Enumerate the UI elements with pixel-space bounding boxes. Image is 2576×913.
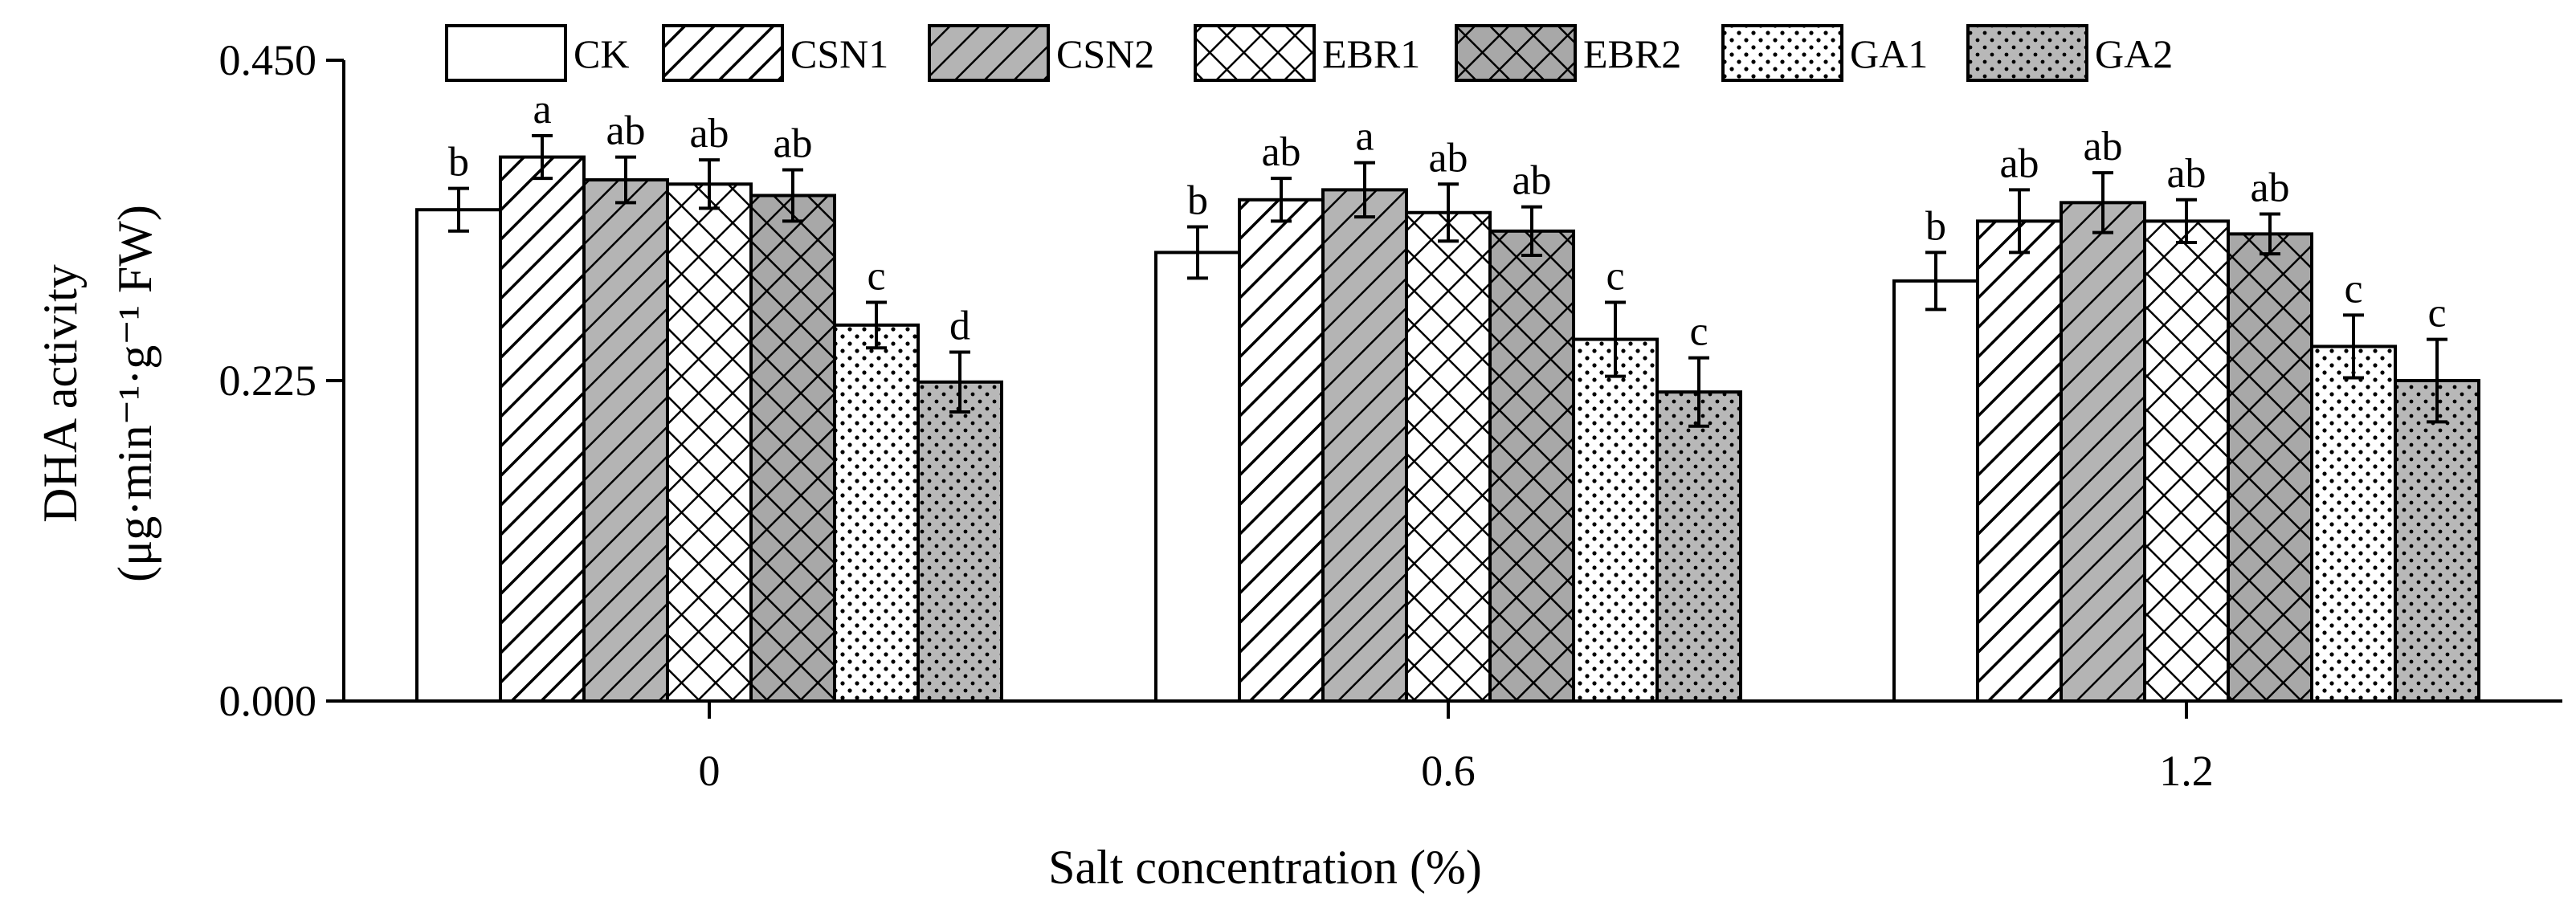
- significance-label: c: [1689, 309, 1708, 355]
- bar-ebr1-0: [666, 182, 753, 703]
- significance-label: b: [1925, 203, 1946, 249]
- bar-ga2-0: [917, 380, 1003, 703]
- bar-ga1-1.2: [2310, 344, 2397, 703]
- significance-label: ab: [1512, 158, 1551, 204]
- x-tick-label: 0.6: [1421, 747, 1476, 795]
- legend-label-csn2: CSN2: [1056, 31, 1154, 76]
- y-axis-title: DHA activity: [34, 264, 87, 523]
- significance-label: b: [448, 140, 469, 185]
- x-tick-label: 0: [699, 747, 721, 795]
- y-tick-label: 0.225: [219, 357, 317, 405]
- significance-label: c: [2344, 266, 2362, 312]
- bar-ebr1-1.2: [2143, 219, 2230, 703]
- significance-label: ab: [773, 121, 812, 167]
- legend-label-ga2: GA2: [2095, 31, 2173, 76]
- significance-label: ab: [689, 111, 729, 157]
- bar-ck-1.2: [1892, 279, 1979, 703]
- bar-csn1-1.2: [1976, 219, 2063, 703]
- y-tick-label: 0.450: [219, 36, 317, 84]
- bar-ebr1-0.6: [1405, 210, 1492, 703]
- bar-csn2-0.6: [1321, 188, 1408, 703]
- bar-csn1-0.6: [1238, 198, 1325, 703]
- significance-label: d: [949, 304, 970, 349]
- bar-csn2-1.2: [2060, 201, 2146, 703]
- significance-label: a: [533, 87, 551, 132]
- legend-label-ck: CK: [574, 31, 629, 76]
- significance-label: ab: [606, 108, 645, 154]
- legend-swatch-ck: [445, 24, 567, 82]
- significance-label: a: [1355, 114, 1374, 160]
- significance-label: ab: [2083, 124, 2122, 169]
- y-tick-label: 0.000: [219, 677, 317, 725]
- legend-label-ga1: GA1: [1850, 31, 1928, 76]
- significance-label: ab: [2250, 165, 2289, 211]
- significance-label: ab: [1261, 129, 1300, 175]
- bar-ga2-1.2: [2394, 379, 2480, 703]
- legend-label-ebr2: EBR2: [1583, 31, 1681, 76]
- significance-label: c: [867, 253, 885, 299]
- significance-label: ab: [2166, 151, 2206, 197]
- bar-ebr2-0: [749, 194, 836, 703]
- legend-swatch-ga2: [1966, 24, 2088, 82]
- bar-ck-0.6: [1154, 251, 1241, 703]
- x-axis-title: Salt concentration (%): [1048, 841, 1482, 894]
- bar-ga2-0.6: [1655, 390, 1742, 703]
- legend-label-ebr1: EBR1: [1322, 31, 1420, 76]
- bar-ck-0: [415, 208, 502, 703]
- x-ticks: 0 0.6 1.2: [699, 701, 2214, 795]
- bar-csn1-0: [499, 155, 586, 703]
- y-ticks: 0.000 0.225 0.450: [219, 36, 344, 725]
- legend-label-csn1: CSN1: [790, 31, 888, 76]
- bar-csn2-0: [582, 177, 669, 703]
- significance-label: c: [2427, 291, 2446, 336]
- bar-ebr2-0.6: [1488, 229, 1575, 703]
- legend: CK CSN1 CSN2 EBR1 EBR2 GA1 GA2: [445, 24, 2173, 82]
- x-tick-label: 1.2: [2159, 747, 2214, 795]
- bar-ga1-0: [833, 323, 920, 703]
- legend-swatch-ebr2: [1455, 24, 1577, 82]
- bar-ga1-0.6: [1572, 337, 1659, 703]
- significance-label: b: [1187, 177, 1208, 223]
- legend-swatch-csn2: [928, 24, 1050, 82]
- legend-swatch-ga1: [1721, 24, 1843, 82]
- legend-swatch-csn1: [662, 24, 784, 82]
- significance-label: c: [1606, 253, 1624, 299]
- legend-swatch-ebr1: [1194, 24, 1316, 82]
- y-axis-unit: (μg·min⁻¹·g⁻¹ FW): [108, 205, 161, 582]
- significance-label: ab: [1999, 141, 2039, 186]
- significance-label: ab: [1428, 135, 1468, 181]
- bar-ebr2-1.2: [2227, 232, 2313, 703]
